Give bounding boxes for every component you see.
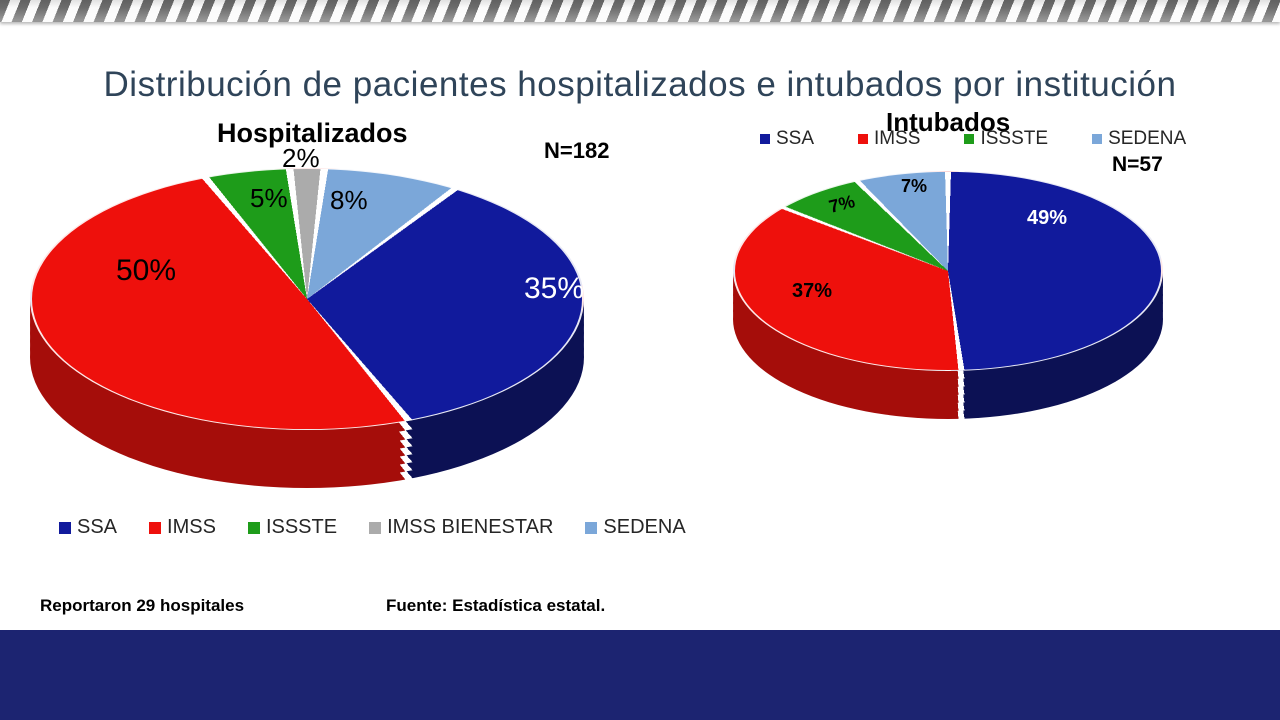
slice-label-imss: 37% bbox=[792, 280, 833, 302]
footnote-source: Fuente: Estadística estatal. bbox=[386, 596, 606, 615]
slice-label-imss-bienestar: 2% bbox=[282, 143, 320, 173]
pie-top-surface bbox=[30, 168, 584, 431]
legend-label-ssa: SSA bbox=[776, 128, 815, 149]
slice-label-imss: 50% bbox=[116, 254, 177, 287]
legend-item-ssa: SSA bbox=[760, 128, 814, 150]
legend-label-ssa: SSA bbox=[77, 516, 118, 538]
legend-intubados: SSA IMSS ISSSTE SEDENA bbox=[760, 128, 1186, 150]
pie-hospitalizados bbox=[30, 168, 584, 490]
page-title: Distribución de pacientes hospitalizados… bbox=[103, 65, 1177, 105]
chart-title-hospitalizados: Hospitalizados bbox=[217, 118, 408, 149]
legend-swatch-imss bbox=[858, 134, 869, 144]
legend-item-imss-bienestar: IMSS BIENESTAR bbox=[369, 516, 553, 539]
legend-item-imss: IMSS bbox=[858, 128, 920, 150]
legend-item-imss: IMSS bbox=[149, 516, 216, 539]
pie-top-surface bbox=[733, 171, 1163, 371]
stripe-sheen bbox=[0, 0, 1280, 22]
legend-item-sedena: SEDENA bbox=[1092, 128, 1186, 150]
slice-label-ssa: 49% bbox=[1027, 207, 1068, 229]
legend-label-issste: ISSSTE bbox=[265, 516, 338, 538]
legend-item-ssa: SSA bbox=[59, 516, 117, 539]
footnote-reported: Reportaron 29 hospitales bbox=[40, 596, 245, 615]
legend-item-sedena: SEDENA bbox=[585, 516, 686, 539]
legend-swatch-imss bbox=[149, 521, 162, 534]
legend-label-issste: ISSSTE bbox=[980, 128, 1049, 149]
legend-swatch-ssa bbox=[760, 134, 770, 144]
slice-label-sedena: 7% bbox=[901, 176, 928, 196]
chart-title-intubados: Intubados bbox=[886, 106, 1011, 137]
legend-swatch-issste bbox=[247, 521, 260, 534]
legend-swatch-imss-bienestar bbox=[369, 521, 382, 534]
legend-item-issste: ISSSTE bbox=[964, 128, 1048, 150]
legend-hospitalizados: SSA IMSS ISSSTE IMSS BIENESTAR SEDENA bbox=[59, 516, 686, 539]
legend-label-imss: IMSS bbox=[167, 516, 216, 538]
legend-swatch-sedena bbox=[1092, 134, 1103, 144]
legend-label-sedena: SEDENA bbox=[1108, 128, 1187, 149]
slice-label-ssa: 35% bbox=[524, 272, 585, 305]
slice-label-sedena: 8% bbox=[330, 185, 368, 215]
legend-swatch-ssa bbox=[59, 521, 71, 534]
legend-swatch-issste bbox=[964, 134, 975, 144]
sample-size-intubados: N=57 bbox=[1112, 153, 1163, 176]
hazard-stripe-band bbox=[0, 0, 1280, 22]
legend-label-sedena: SEDENA bbox=[603, 516, 686, 538]
sample-size-hospitalizados: N=182 bbox=[544, 138, 610, 163]
legend-label-imss: IMSS bbox=[874, 128, 921, 149]
legend-swatch-sedena bbox=[585, 521, 598, 534]
slice-label-issste: 5% bbox=[250, 183, 288, 213]
legend-item-issste: ISSSTE bbox=[247, 516, 338, 539]
legend-label-imss-bienestar: IMSS BIENESTAR bbox=[387, 516, 554, 538]
footer-band: INFORME TÉCNICO COVID-19 Chihuahua GOBIE… bbox=[0, 630, 1280, 720]
pie-intubados bbox=[733, 171, 1163, 423]
